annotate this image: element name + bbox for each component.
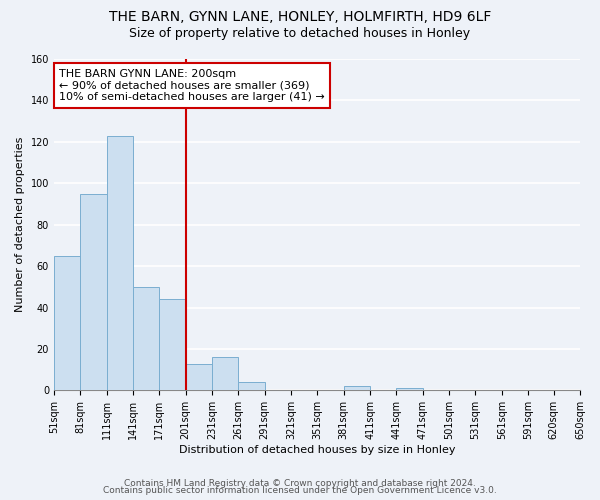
Text: THE BARN GYNN LANE: 200sqm
← 90% of detached houses are smaller (369)
10% of sem: THE BARN GYNN LANE: 200sqm ← 90% of deta… bbox=[59, 69, 325, 102]
Bar bbox=[238, 382, 265, 390]
Bar bbox=[397, 388, 423, 390]
Bar bbox=[160, 300, 185, 390]
Bar bbox=[133, 287, 160, 391]
Bar bbox=[185, 364, 212, 390]
X-axis label: Distribution of detached houses by size in Honley: Distribution of detached houses by size … bbox=[179, 445, 455, 455]
Bar bbox=[344, 386, 370, 390]
Bar bbox=[107, 136, 133, 390]
Text: Size of property relative to detached houses in Honley: Size of property relative to detached ho… bbox=[130, 28, 470, 40]
Y-axis label: Number of detached properties: Number of detached properties bbox=[15, 137, 25, 312]
Text: Contains HM Land Registry data © Crown copyright and database right 2024.: Contains HM Land Registry data © Crown c… bbox=[124, 478, 476, 488]
Text: Contains public sector information licensed under the Open Government Licence v3: Contains public sector information licen… bbox=[103, 486, 497, 495]
Bar bbox=[212, 358, 238, 390]
Text: THE BARN, GYNN LANE, HONLEY, HOLMFIRTH, HD9 6LF: THE BARN, GYNN LANE, HONLEY, HOLMFIRTH, … bbox=[109, 10, 491, 24]
Bar bbox=[54, 256, 80, 390]
Bar bbox=[80, 194, 107, 390]
